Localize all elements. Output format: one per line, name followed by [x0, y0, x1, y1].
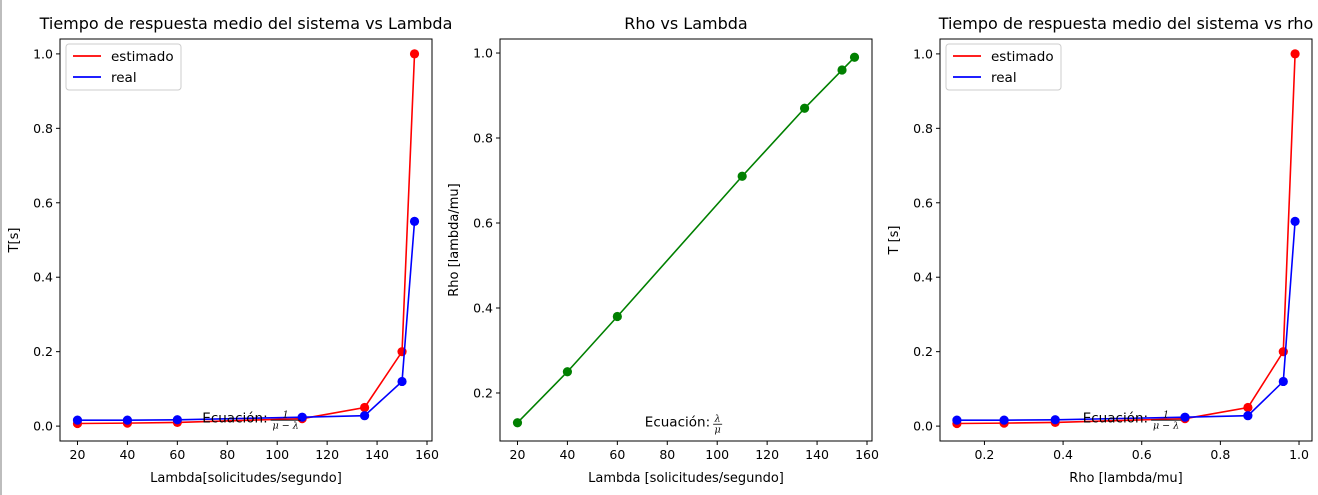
- plot-frame: [59, 38, 433, 442]
- y-tick-label: 0.8: [913, 121, 933, 136]
- x-tick-label: 40: [119, 447, 135, 462]
- equation-numerator: 1: [1163, 410, 1169, 421]
- x-tick-label: 160: [415, 447, 439, 462]
- x-tick-label: 140: [805, 447, 829, 462]
- data-point-rho: [737, 171, 747, 181]
- equation-label: Ecuación:: [1083, 411, 1148, 427]
- data-point-real: [409, 216, 420, 226]
- y-tick-label: 1.0: [473, 46, 493, 61]
- data-point-rho: [562, 367, 573, 377]
- x-tick-label: 140: [365, 447, 389, 462]
- x-tick-label: 100: [705, 447, 729, 462]
- equation-label: Ecuación:: [645, 415, 710, 431]
- y-tick-label: 0.4: [33, 270, 53, 285]
- data-point-rho: [837, 65, 847, 75]
- data-point-real: [952, 415, 962, 425]
- x-tick-label: 0.8: [1210, 447, 1230, 462]
- legend-entry-real: real: [991, 70, 1017, 86]
- x-tick-label: 160: [855, 447, 879, 462]
- plot-frame: [939, 38, 1313, 442]
- y-tick-label: 0.4: [913, 270, 933, 285]
- y-tick-label: 0.2: [913, 344, 933, 359]
- data-point-real: [397, 376, 407, 387]
- data-point-real: [1243, 411, 1253, 421]
- legend-entry-real: real: [111, 70, 137, 86]
- data-point-estimado: [359, 402, 370, 413]
- data-point-rho: [799, 103, 810, 113]
- equation-denominator: μ − λ: [273, 421, 299, 432]
- legend-entry-estimado: estimado: [991, 49, 1054, 65]
- x-axis-label: Lambda[solicitudes/segundo]: [150, 471, 342, 486]
- x-tick-label: 120: [315, 447, 339, 462]
- y-tick-label: 0.0: [33, 419, 53, 434]
- data-point-real: [1180, 412, 1190, 422]
- x-tick-label: 80: [659, 447, 675, 462]
- y-tick-label: 0.4: [473, 300, 493, 315]
- data-point-estimado: [1290, 49, 1300, 59]
- equation-denominator: μ: [715, 425, 721, 436]
- series-line-real: [77, 221, 416, 421]
- x-tick-label: 60: [609, 447, 625, 462]
- data-point-real: [72, 415, 83, 425]
- window-left-border: [0, 0, 2, 495]
- data-point-real: [172, 415, 182, 425]
- y-tick-label: 1.0: [33, 46, 53, 61]
- x-tick-label: 1.0: [1289, 447, 1309, 462]
- chart-title: Rho vs Lambda: [624, 14, 747, 33]
- data-point-rho: [512, 418, 523, 428]
- chart-title: Tiempo de respuesta medio del sistema vs…: [39, 14, 453, 33]
- x-tick-label: 20: [510, 447, 526, 462]
- equation-denominator: μ − λ: [1153, 421, 1179, 432]
- x-tick-label: 80: [219, 447, 235, 462]
- equation-numerator: 1: [283, 410, 289, 421]
- data-point-real: [297, 412, 307, 422]
- series-line-estimado: [77, 53, 416, 425]
- data-point-real: [122, 415, 133, 425]
- x-tick-label: 0.2: [974, 447, 994, 462]
- data-point-real: [1290, 216, 1300, 226]
- chart-2: 20 40 60 80 100 120 140 160 0.2 0.4 0.6 0.8 1.0 Rho v…: [447, 14, 879, 486]
- data-point-estimado: [1243, 402, 1253, 413]
- x-tick-label: 100: [265, 447, 289, 462]
- y-tick-label: 0.2: [33, 344, 53, 359]
- equation-numerator: λ: [714, 414, 721, 425]
- data-point-real: [1050, 415, 1060, 425]
- y-tick-label: 0.0: [913, 419, 933, 434]
- data-point-real: [1278, 376, 1288, 387]
- y-tick-label: 0.6: [33, 195, 53, 210]
- series-line-estimado: [956, 53, 1296, 425]
- equation-label: Ecuación:: [202, 411, 267, 427]
- y-axis-label: Rho [lambda/mu]: [447, 183, 462, 297]
- y-tick-label: 0.6: [913, 195, 933, 210]
- y-tick-label: 1.0: [913, 46, 933, 61]
- y-tick-label: 0.2: [473, 385, 493, 400]
- data-point-estimado: [409, 49, 420, 59]
- x-tick-label: 0.6: [1132, 447, 1152, 462]
- x-tick-label: 0.4: [1053, 447, 1073, 462]
- data-point-real: [999, 415, 1009, 425]
- x-tick-label: 40: [559, 447, 575, 462]
- x-tick-label: 20: [70, 447, 86, 462]
- y-tick-label: 0.8: [33, 121, 53, 136]
- series-line-real: [956, 221, 1296, 421]
- chart-3: 0.2 0.4 0.6 0.8 1.0 0.0 0.2 0.4 0.6 0.8 1.0 Tiempo …: [887, 14, 1313, 486]
- y-tick-label: 0.6: [473, 216, 493, 231]
- y-axis-label: T[s]: [7, 228, 22, 254]
- data-point-rho: [849, 52, 860, 62]
- chart-1: 20 40 60 80 100 120 140 160 0.0 0.2 0.4 0.6 0.8 1.0 Ti…: [7, 14, 452, 486]
- data-point-real: [359, 411, 370, 421]
- y-tick-label: 0.8: [473, 131, 493, 146]
- y-axis-label: T [s]: [887, 226, 902, 256]
- plot-frame: [499, 38, 873, 442]
- data-point-rho: [612, 311, 622, 322]
- x-axis-label: Rho [lambda/mu]: [1069, 471, 1183, 486]
- x-axis-label: Lambda [solicitudes/segundo]: [588, 471, 784, 486]
- chart-title: Tiempo de respuesta medio del sistema vs…: [938, 14, 1314, 33]
- x-tick-label: 60: [169, 447, 185, 462]
- x-tick-label: 120: [755, 447, 779, 462]
- legend-entry-estimado: estimado: [111, 49, 174, 65]
